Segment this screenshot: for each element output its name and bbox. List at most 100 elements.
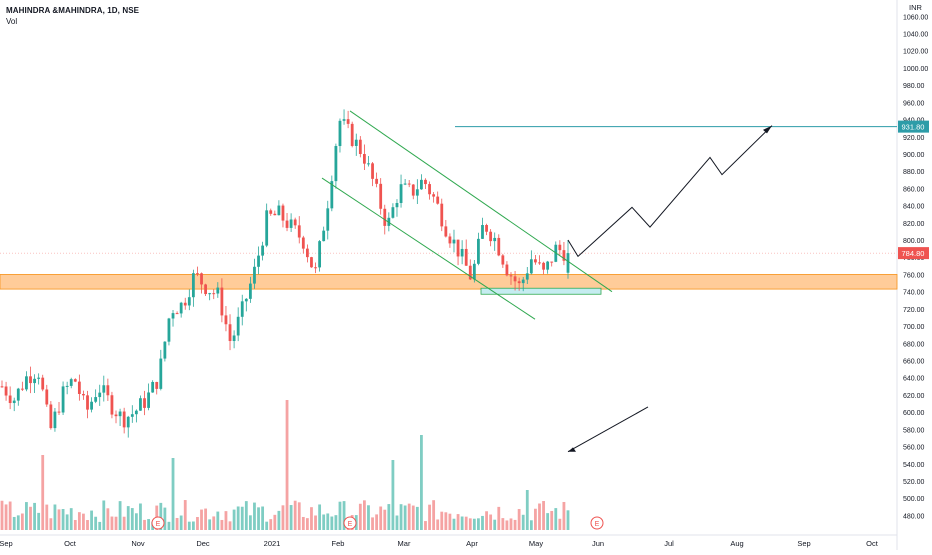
support-zone[interactable] [0, 274, 898, 290]
candle-body[interactable] [29, 376, 32, 384]
candle-body[interactable] [411, 184, 415, 196]
candle-body[interactable] [118, 411, 122, 417]
candle-body[interactable] [90, 401, 93, 410]
candle-body[interactable] [562, 250, 566, 261]
candle-body[interactable] [371, 163, 374, 179]
candle-body[interactable] [367, 163, 370, 165]
candle-body[interactable] [289, 219, 293, 228]
candle-body[interactable] [73, 379, 77, 382]
candle-body[interactable] [204, 284, 207, 295]
candle-body[interactable] [558, 244, 562, 251]
candle-body[interactable] [297, 225, 301, 238]
candle-body[interactable] [224, 315, 228, 325]
earnings-marker[interactable] [151, 516, 165, 530]
candle-body[interactable] [326, 208, 330, 231]
candle-body[interactable] [440, 203, 444, 227]
candle-body[interactable] [273, 213, 277, 216]
candle-body[interactable] [330, 181, 334, 209]
candle-body[interactable] [428, 184, 431, 195]
candle-body[interactable] [444, 226, 448, 237]
candle-body[interactable] [456, 239, 460, 257]
candle-body[interactable] [143, 398, 146, 408]
candle-body[interactable] [114, 414, 118, 417]
candle-body[interactable] [65, 385, 69, 387]
candle-body[interactable] [37, 377, 41, 379]
candle-body[interactable] [420, 179, 423, 190]
breakout-zone[interactable] [480, 287, 602, 295]
candle-body[interactable] [159, 358, 163, 389]
candle-body[interactable] [379, 183, 383, 209]
candle-body[interactable] [82, 393, 85, 396]
candle-body[interactable] [301, 237, 305, 249]
channel-lower-line[interactable] [321, 177, 536, 320]
candle-body[interactable] [566, 253, 570, 273]
candle-body[interactable] [415, 189, 419, 196]
candle-body[interactable] [53, 411, 57, 429]
candle-body[interactable] [196, 273, 199, 275]
candle-body[interactable] [342, 119, 346, 121]
candle-body[interactable] [191, 273, 195, 298]
candle-body[interactable] [542, 262, 545, 270]
candle-body[interactable] [253, 266, 256, 284]
candle-body[interactable] [314, 267, 317, 269]
candle-body[interactable] [472, 263, 476, 280]
candle-body[interactable] [269, 210, 273, 214]
candle-body[interactable] [212, 293, 216, 295]
channel-upper-line[interactable] [349, 110, 613, 293]
candle-body[interactable] [57, 411, 61, 413]
candle-body[interactable] [163, 341, 167, 359]
candle-body[interactable] [293, 219, 297, 226]
candle-body[interactable] [16, 388, 20, 401]
candle-body[interactable] [521, 279, 525, 284]
candle-body[interactable] [261, 245, 265, 256]
candle-body[interactable] [513, 276, 517, 282]
candle-body[interactable] [33, 378, 36, 384]
candle-body[interactable] [407, 183, 411, 185]
candle-body[interactable] [4, 386, 8, 396]
candle-body[interactable] [94, 397, 98, 402]
candle-body[interactable] [265, 210, 269, 246]
candle-body[interactable] [505, 264, 509, 276]
candle-body[interactable] [106, 385, 110, 396]
candle-body[interactable] [481, 225, 484, 239]
candle-body[interactable] [460, 248, 464, 257]
candle-body[interactable] [285, 220, 289, 228]
candle-body[interactable] [432, 194, 436, 197]
candle-body[interactable] [391, 207, 395, 218]
candle-body[interactable] [305, 248, 309, 258]
candle-body[interactable] [248, 283, 252, 299]
candle-body[interactable] [436, 196, 440, 204]
earnings-marker[interactable] [590, 516, 604, 530]
candle-body[interactable] [134, 410, 138, 415]
candle-body[interactable] [102, 385, 106, 393]
candle-body[interactable] [477, 238, 480, 264]
candle-body[interactable] [310, 257, 313, 268]
candle-body[interactable] [464, 248, 468, 266]
candle-body[interactable] [175, 313, 179, 315]
candle-body[interactable] [167, 318, 171, 342]
candle-body[interactable] [220, 287, 224, 316]
candle-body[interactable] [45, 389, 49, 405]
candle-body[interactable] [338, 120, 342, 147]
candle-body[interactable] [86, 395, 89, 410]
candle-body[interactable] [179, 302, 183, 314]
earnings-marker[interactable] [343, 516, 357, 530]
candle-body[interactable] [517, 281, 521, 284]
candle-body[interactable] [236, 316, 240, 336]
candle-body[interactable] [151, 381, 155, 393]
candle-body[interactable] [383, 208, 387, 226]
candle-body[interactable] [403, 183, 407, 185]
candle-body[interactable] [61, 386, 65, 413]
candle-body[interactable] [171, 313, 175, 319]
candle-body[interactable] [232, 335, 236, 342]
candle-body[interactable] [12, 400, 16, 404]
candle-body[interactable] [147, 392, 150, 408]
candle-body[interactable] [20, 388, 24, 390]
candle-body[interactable] [277, 205, 281, 216]
candle-body[interactable] [281, 205, 285, 221]
candle-body[interactable] [350, 123, 354, 146]
candle-body[interactable] [485, 225, 488, 232]
projection-path[interactable] [567, 125, 773, 258]
candle-body[interactable] [98, 392, 102, 398]
